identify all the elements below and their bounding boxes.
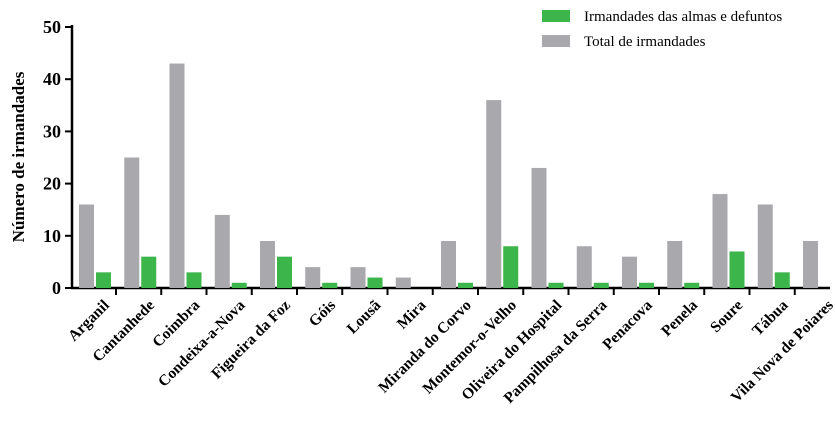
legend: Irmandades das almas e defuntos Total de … [542,9,782,50]
bar-almas-10 [503,246,519,288]
bar-total-11 [531,167,547,288]
x-tick-label: Góis [306,297,339,330]
legend-label-1: Irmandades das almas e defuntos [584,9,782,25]
bar-total-2 [124,157,140,288]
bar-almas-14 [684,282,700,288]
bar-almas-15 [729,251,745,288]
bar-almas-6 [322,282,338,288]
y-tick-label: 40 [43,69,61,89]
bar-total-4 [214,214,230,288]
legend-label-2: Total de irmandades [584,34,706,50]
bar-almas-7 [367,277,383,288]
y-axis-label: Número de irmandades [9,71,28,242]
plot-area: 01020304050ArganilCantanhedeCoimbraConde… [43,17,835,407]
y-tick-label: 50 [43,17,61,37]
bar-almas-9 [458,282,473,288]
bar-total-8 [395,277,411,288]
legend-swatch-2 [542,35,570,47]
bar-almas-5 [277,256,292,288]
bar-almas-13 [639,282,654,288]
bar-almas-16 [774,272,790,288]
bar-almas-11 [548,282,564,288]
bar-total-12 [576,246,592,288]
bar-total-1 [79,204,94,288]
bar-almas-3 [186,272,202,288]
x-tick-label: Mira [394,297,430,333]
x-tick-label: Penela [658,297,701,340]
bar-almas-2 [141,256,157,288]
bar-total-10 [486,100,502,288]
y-tick-label: 20 [43,174,61,194]
bar-total-17 [803,241,818,288]
bar-total-15 [712,194,728,288]
bar-almas-12 [593,282,609,288]
y-tick-label: 10 [43,226,61,246]
x-tick-label: Tábua [749,297,792,340]
x-tick-label: Lousã [344,297,385,338]
bar-total-6 [305,267,321,288]
x-tick-label: Penacova [599,297,656,354]
bar-total-14 [667,241,683,288]
bar-almas-1 [96,272,111,288]
y-tick-label: 30 [43,121,61,141]
bar-total-3 [169,63,185,288]
bar-total-13 [622,256,637,288]
bar-total-16 [757,204,773,288]
bar-total-9 [441,241,456,288]
bar-almas-4 [231,282,247,288]
y-tick-label: 0 [52,278,61,298]
x-tick-label: Soure [707,297,746,336]
bar-total-5 [260,241,275,288]
x-tick-label: Figueira da Foz [208,297,294,383]
bar-total-7 [350,267,366,288]
legend-swatch-1 [542,10,570,22]
